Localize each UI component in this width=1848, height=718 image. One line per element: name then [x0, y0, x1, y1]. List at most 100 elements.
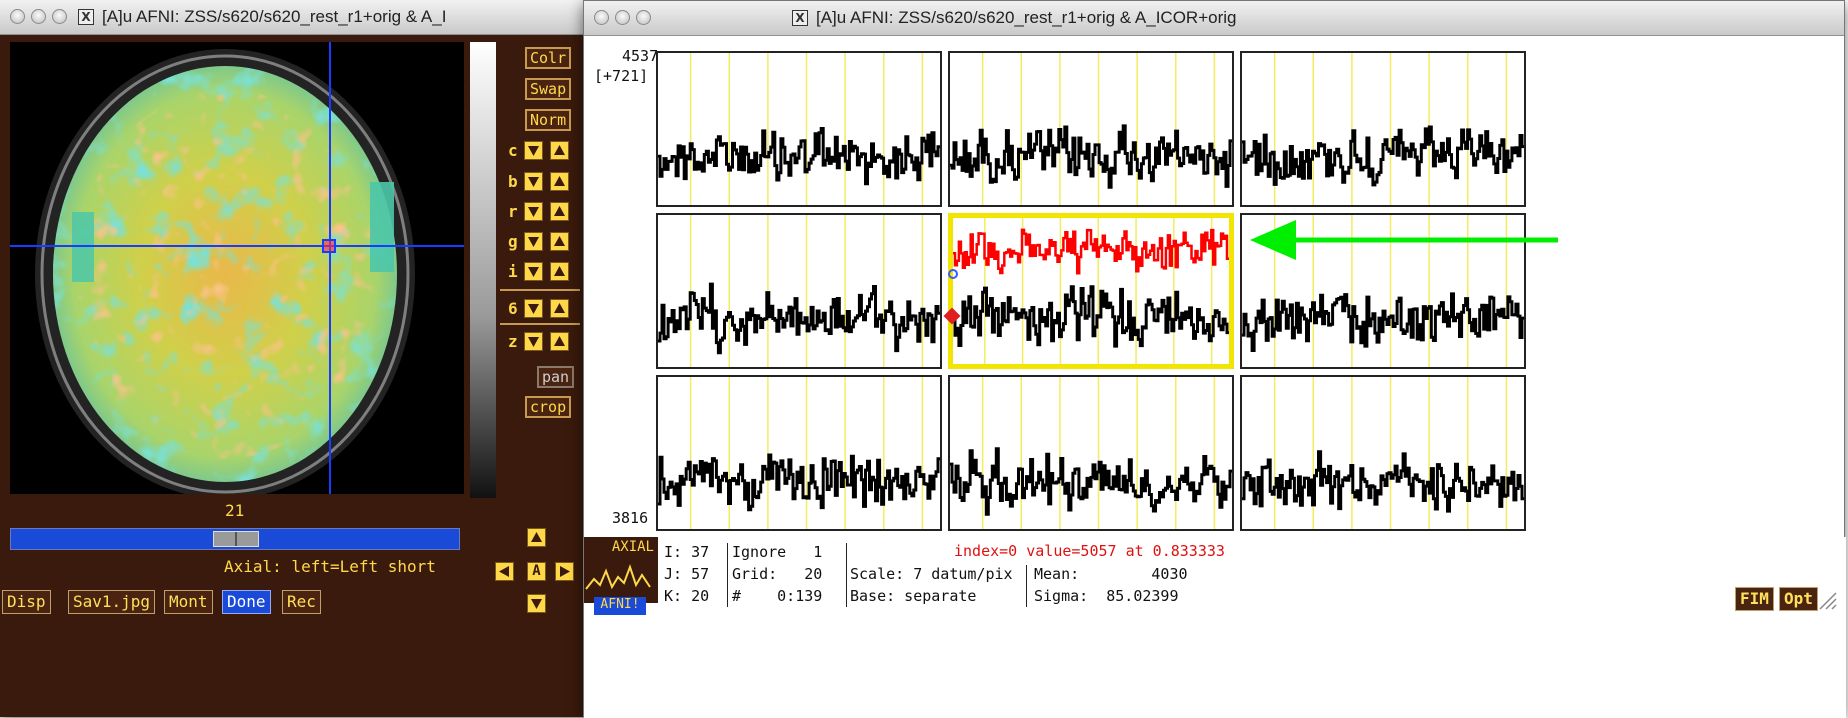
voxel-time-series [950, 124, 1232, 189]
image-viewer-window: X [A]u AFNI: ZSS/s620/s620_rest_r1+orig … [0, 0, 586, 717]
graph-panel[interactable] [1240, 375, 1526, 531]
status-grid: Grid: 20 [732, 565, 823, 583]
colr-button[interactable]: Colr [525, 47, 572, 69]
status-divider [846, 543, 847, 607]
brain-image-canvas[interactable] [10, 42, 464, 494]
adjust-down-6[interactable] [524, 299, 543, 318]
arrow-down-icon [528, 177, 539, 187]
graph-panel[interactable] [948, 51, 1234, 207]
adjust-label-z: z [508, 332, 518, 351]
arrow-down-icon [528, 337, 539, 347]
swap-button[interactable]: Swap [525, 78, 572, 100]
graph-bottom-strip [584, 537, 1846, 718]
graph-panel[interactable] [656, 213, 942, 369]
adjust-up-z[interactable] [550, 332, 569, 351]
graph-panel[interactable] [656, 375, 942, 531]
zoom-button[interactable] [52, 9, 67, 24]
index-value-readout: index=0 value=5057 at 0.833333 [954, 542, 1225, 560]
adjust-label-b: b [508, 172, 518, 191]
arrow-up-icon [554, 266, 565, 276]
status-base: Base: separate [850, 587, 977, 605]
divider-line [500, 323, 580, 325]
status-divider [727, 543, 728, 607]
y-axis-range: [+721] [594, 67, 649, 85]
axial-label: AXIAL [611, 539, 654, 555]
arrow-down-icon [531, 599, 542, 609]
divider-line [500, 289, 580, 291]
slice-slider[interactable] [10, 528, 460, 550]
disp-button[interactable]: Disp [2, 590, 51, 614]
voxel-time-series [658, 127, 940, 186]
graph-panel[interactable] [1240, 51, 1526, 207]
adjust-up-g[interactable] [550, 232, 569, 251]
adjust-down-z[interactable] [524, 332, 543, 351]
graph-panel[interactable] [948, 375, 1234, 531]
graph-viewer-window: X [A]u AFNI: ZSS/s620/s620_rest_r1+orig … [583, 0, 1846, 718]
annotation-arrow [1250, 220, 1558, 260]
time-series-plot [950, 53, 1232, 205]
adjust-down-c[interactable] [524, 141, 543, 160]
adjust-up-i[interactable] [550, 262, 569, 281]
opt-button[interactable]: Opt [1779, 587, 1818, 611]
arrow-down-icon [528, 267, 539, 277]
arrow-down-icon [528, 146, 539, 156]
close-button[interactable] [594, 10, 609, 25]
voxel-time-series [658, 453, 940, 512]
nav-center-button[interactable]: A [527, 562, 546, 581]
graph-panel[interactable] [656, 51, 942, 207]
arrow-down-icon [528, 237, 539, 247]
crop-button[interactable]: crop [525, 396, 572, 418]
zoom-button[interactable] [636, 10, 651, 25]
pan-button[interactable]: pan [537, 366, 575, 388]
image-window-title: [A]u AFNI: ZSS/s620/s620_rest_r1+orig & … [102, 7, 447, 26]
nav-left-button[interactable] [495, 562, 514, 581]
minimize-button[interactable] [615, 10, 630, 25]
arrow-down-icon [528, 304, 539, 314]
adjust-label-i: i [508, 262, 518, 281]
save-button[interactable]: Sav1.jpg [68, 590, 156, 614]
graph-window-titlebar[interactable]: X [A]u AFNI: ZSS/s620/s620_rest_r1+orig … [584, 1, 1844, 36]
mini-waveform-icon [585, 564, 651, 590]
adjust-up-c[interactable] [550, 141, 569, 160]
adjust-down-i[interactable] [524, 262, 543, 281]
intensity-scale-bar[interactable] [470, 42, 496, 498]
arrow-right-icon [560, 566, 570, 577]
slider-thumb[interactable] [213, 531, 259, 547]
slice-number: 21 [225, 501, 245, 520]
axial-thumbnail[interactable]: AXIAL AFNI! [584, 537, 658, 615]
adjust-down-g[interactable] [524, 232, 543, 251]
adjust-up-r[interactable] [550, 202, 569, 221]
nav-down-button[interactable] [527, 594, 546, 613]
x11-icon: X [78, 9, 94, 25]
adjust-label-c: c [508, 141, 518, 160]
arrow-down-icon [528, 207, 539, 217]
adjust-up-6[interactable] [550, 299, 569, 318]
time-series-plot [1242, 377, 1524, 529]
arrow-up-icon [554, 206, 565, 216]
fim-button[interactable]: FIM [1735, 587, 1774, 611]
adjust-label-r: r [508, 202, 518, 221]
done-button[interactable]: Done [222, 590, 271, 614]
status-ignore: Ignore 1 [732, 543, 823, 561]
status-j: J: 57 [664, 565, 710, 583]
rec-button[interactable]: Rec [282, 590, 321, 614]
nav-right-button[interactable] [555, 562, 574, 581]
resize-grip-icon[interactable] [1816, 589, 1838, 611]
adjust-up-b[interactable] [550, 172, 569, 191]
adjust-label-g: g [508, 232, 518, 251]
minimize-button[interactable] [31, 9, 46, 24]
graph-window-title: [A]u AFNI: ZSS/s620/s620_rest_r1+orig & … [816, 8, 1237, 27]
nav-up-button[interactable] [527, 528, 546, 547]
graph-panel-selected[interactable] [948, 213, 1234, 369]
image-window-titlebar[interactable]: X [A]u AFNI: ZSS/s620/s620_rest_r1+orig … [0, 0, 586, 35]
mont-button[interactable]: Mont [164, 590, 213, 614]
status-sigma: Sigma: 85.02399 [1034, 587, 1179, 605]
time-series-plot [658, 377, 940, 529]
adjust-down-r[interactable] [524, 202, 543, 221]
voxel-time-series [1242, 125, 1524, 187]
voxel-time-series [658, 282, 940, 355]
adjust-down-b[interactable] [524, 172, 543, 191]
norm-button[interactable]: Norm [525, 109, 572, 131]
crosshair-voxel-marker [322, 239, 336, 253]
close-button[interactable] [10, 9, 25, 24]
